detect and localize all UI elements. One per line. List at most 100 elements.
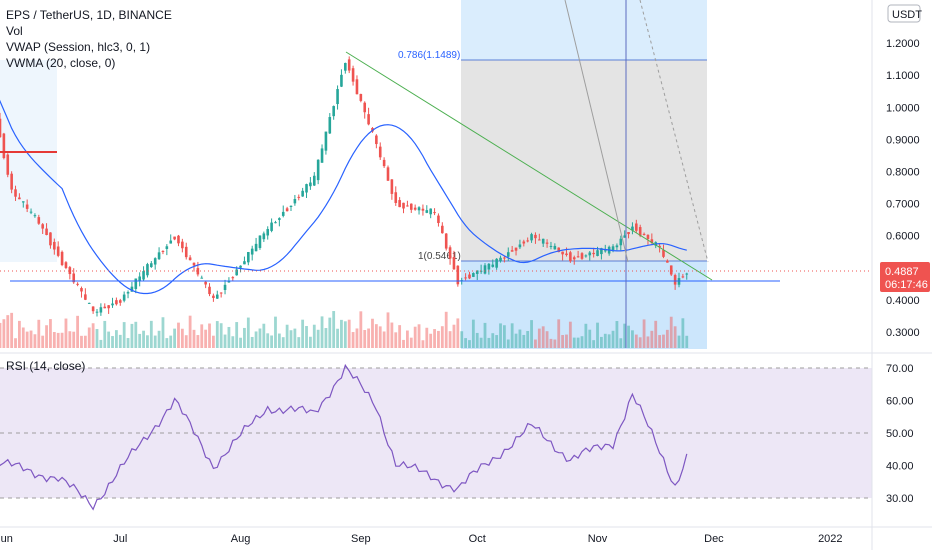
volume-bar — [673, 326, 677, 348]
volume-bar — [219, 323, 223, 348]
price-tick-label: 0.4000 — [886, 295, 920, 307]
candle-body — [328, 117, 332, 134]
volume-bar — [425, 327, 429, 348]
volume-bar — [565, 334, 568, 348]
volume-bar — [417, 324, 421, 348]
volume-bar — [76, 315, 79, 348]
volume-bar — [274, 316, 277, 348]
candle-body — [514, 247, 518, 251]
candle-body — [538, 239, 541, 241]
volume-bar — [685, 335, 689, 348]
candle-body — [541, 238, 545, 244]
fib-zone-grey — [461, 60, 707, 261]
candle-body — [429, 208, 432, 215]
candle-body — [219, 292, 223, 294]
volume-bar — [316, 329, 320, 348]
time-tick-label: Jun — [0, 533, 13, 545]
currency-button[interactable] — [887, 4, 921, 23]
volume-bar — [2, 319, 6, 348]
volume-bar — [437, 330, 440, 348]
candle-body — [33, 215, 37, 217]
volume-bar — [72, 331, 76, 348]
candle-body — [382, 159, 386, 167]
vwma-line — [0, 99, 687, 295]
volume-bar — [406, 330, 409, 348]
candle-body — [375, 135, 378, 145]
candle-body — [576, 256, 580, 258]
volume-bar — [367, 328, 370, 348]
volume-bar — [619, 338, 623, 348]
volume-bar — [258, 328, 262, 348]
volume-bar — [196, 335, 200, 348]
rsi-tick-label: 40.00 — [886, 461, 914, 473]
volume-bar — [518, 329, 522, 348]
volume-bar — [631, 330, 634, 348]
volume-bar — [173, 328, 176, 348]
volume-bar — [402, 339, 405, 348]
candle-body — [650, 239, 654, 243]
volume-bar — [305, 326, 308, 348]
candle-body — [60, 251, 64, 266]
volume-bar — [262, 323, 266, 348]
volume-bar — [212, 335, 215, 348]
candle-body — [14, 189, 17, 197]
volume-bar — [607, 334, 611, 348]
volume-bar — [126, 338, 130, 348]
price-tick-label: 1.2000 — [886, 38, 920, 50]
candle-body — [165, 246, 169, 249]
bar-countdown: 06:17:46 — [885, 279, 928, 291]
volume-bar — [561, 335, 564, 348]
candle-body — [394, 192, 398, 203]
forecast-zone-left — [0, 60, 57, 262]
volume-bar — [336, 328, 339, 348]
time-tick-label: Aug — [231, 533, 251, 545]
candle-body — [561, 251, 564, 255]
volume-bar — [103, 320, 107, 348]
volume-bar — [208, 323, 211, 348]
volume-bar — [177, 322, 180, 348]
volume-bar — [33, 334, 37, 348]
candle-body — [247, 252, 250, 263]
price-tick-label: 0.7000 — [886, 199, 920, 211]
last-price-value: 0.4887 — [885, 266, 919, 278]
volume-bar — [215, 321, 219, 348]
volume-bar — [332, 311, 336, 348]
volume-bar — [506, 339, 510, 348]
volume-bar — [588, 329, 592, 348]
candle-body — [336, 89, 339, 105]
candle-body — [472, 273, 475, 277]
candle-body — [115, 300, 118, 305]
volume-bar — [471, 319, 475, 348]
candle-body — [437, 215, 440, 224]
candle-body — [103, 306, 107, 309]
volume-bar — [355, 328, 359, 348]
candle-body — [212, 295, 215, 298]
volume-bar — [549, 338, 553, 348]
volume-bar — [297, 337, 301, 348]
time-tick-label: Jul — [113, 533, 127, 545]
candle-body — [549, 245, 553, 247]
volume-bar — [495, 335, 499, 348]
candle-body — [491, 264, 495, 267]
candle-body — [378, 146, 382, 158]
candle-body — [557, 247, 561, 253]
candle-body — [107, 305, 110, 309]
volume-bar — [200, 324, 204, 348]
candle-body — [196, 268, 200, 275]
last-price-badge — [880, 262, 930, 292]
time-tick-label: Nov — [588, 533, 608, 545]
symbol-title: EPS / TetherUS, 1D, BINANCE — [6, 8, 172, 22]
candle-body — [223, 284, 227, 291]
volume-bar — [227, 326, 231, 348]
candle-body — [10, 173, 13, 190]
candle-body — [192, 262, 196, 266]
candle-body — [278, 218, 281, 220]
candle-body — [99, 307, 103, 313]
candle-body — [231, 277, 235, 279]
candle-body — [262, 233, 266, 240]
volume-bar — [14, 338, 17, 348]
candle-body — [235, 269, 238, 276]
volume-bar — [111, 336, 114, 348]
volume-bar — [479, 337, 483, 348]
